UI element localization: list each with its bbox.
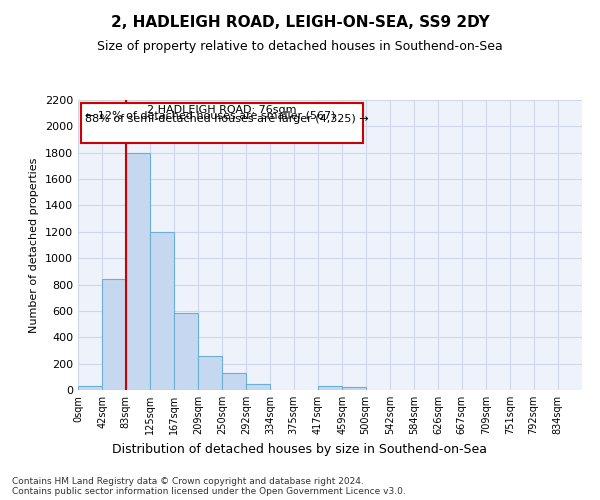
Text: 2 HADLEIGH ROAD: 76sqm: 2 HADLEIGH ROAD: 76sqm — [147, 105, 296, 115]
FancyBboxPatch shape — [81, 104, 363, 143]
Bar — [150, 232, 174, 390]
Bar — [222, 373, 246, 390]
Bar — [126, 152, 150, 390]
Text: 2, HADLEIGH ROAD, LEIGH-ON-SEA, SS9 2DY: 2, HADLEIGH ROAD, LEIGH-ON-SEA, SS9 2DY — [110, 15, 490, 30]
Text: Contains public sector information licensed under the Open Government Licence v3: Contains public sector information licen… — [12, 488, 406, 496]
Text: Size of property relative to detached houses in Southend-on-Sea: Size of property relative to detached ho… — [97, 40, 503, 53]
Text: ← 12% of detached houses are smaller (567): ← 12% of detached houses are smaller (56… — [85, 110, 336, 120]
Bar — [246, 384, 270, 390]
Bar — [102, 278, 127, 390]
Text: Distribution of detached houses by size in Southend-on-Sea: Distribution of detached houses by size … — [113, 442, 487, 456]
Y-axis label: Number of detached properties: Number of detached properties — [29, 158, 40, 332]
Bar — [174, 313, 198, 390]
Text: Contains HM Land Registry data © Crown copyright and database right 2024.: Contains HM Land Registry data © Crown c… — [12, 478, 364, 486]
Bar — [78, 386, 102, 390]
Bar — [342, 388, 366, 390]
Text: 88% of semi-detached houses are larger (4,325) →: 88% of semi-detached houses are larger (… — [85, 114, 369, 124]
Bar — [318, 386, 342, 390]
Bar — [198, 356, 223, 390]
